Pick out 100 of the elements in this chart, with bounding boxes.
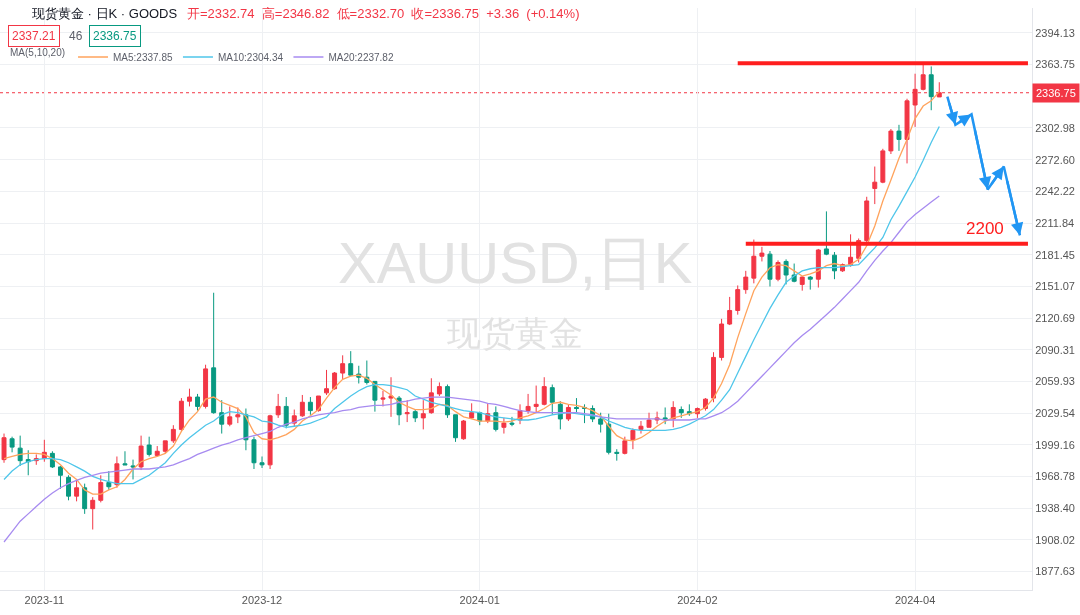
candlestick [146,436,152,457]
annotation: 2337.21 [12,29,56,43]
y-tick-label: 1938.40 [1035,502,1075,515]
x-tick-label: 2023-11 [24,594,65,607]
candlestick [743,270,749,295]
candlestick [928,65,934,111]
y-tick-label: 2394.13 [1035,26,1075,39]
candlestick [920,62,926,91]
candlestick [299,394,305,418]
annotation: 2200 [966,219,1004,238]
candlestick [678,405,684,419]
candlestick [751,239,757,284]
candlestick [525,393,531,415]
candlestick [1,433,7,464]
candlestick [340,354,346,380]
candlestick [211,292,217,415]
candlestick [453,414,459,443]
candlestick [90,496,96,531]
candlestick [178,397,184,432]
x-tick-label: 2023-12 [241,594,283,607]
candlestick [380,390,386,407]
x-tick-label: 2024-01 [459,594,500,607]
y-tick-label: 2242.22 [1035,185,1075,198]
candlestick [227,405,233,427]
y-tick-label: 1999.16 [1035,438,1075,451]
legend-label: MA10:2304.34 [217,51,284,63]
candlestick [880,148,886,184]
candlestick [170,424,176,444]
y-tick-label: 2120.69 [1035,311,1075,324]
candlestick [412,409,418,423]
candlestick [436,381,442,397]
y-tick-label: 2090.31 [1035,343,1075,356]
candlestick [66,474,72,501]
y-tick-label: 1877.63 [1035,565,1075,578]
candlestick [307,396,313,416]
candlestick [130,459,136,480]
candlestick [17,435,23,467]
candlestick [98,474,104,503]
x-tick-label: 2024-02 [677,594,718,607]
annotation: 46 [69,29,83,43]
y-tick-label: 2363.75 [1035,58,1075,71]
candlestick [469,402,475,420]
legend-label: MA20:2237.82 [328,51,394,63]
candlestick [759,246,765,262]
candlestick [251,436,257,470]
candlestick [767,250,773,287]
candlestick [541,376,547,406]
candlestick [662,406,668,425]
candlestick [162,440,168,454]
candlestick [775,259,781,282]
candlestick [727,296,733,326]
candlestick [388,376,394,418]
legend-title: MA(5,10,20) [10,46,66,58]
ref-line-label: 2336.75 [1036,87,1076,99]
y-tick-label: 1908.02 [1035,533,1075,546]
candlestick [106,470,112,491]
y-tick-label: 2181.45 [1035,248,1075,261]
candlestick [267,414,273,470]
candlestick [573,397,579,414]
candlestick [332,371,338,391]
candlestick [420,399,426,430]
annotation: 2336.75 [93,29,137,43]
candlestick [122,450,128,466]
candlestick [614,448,620,462]
candlestick [195,393,201,412]
legend-label: MA5:2337.85 [113,51,173,63]
y-tick-label: 2272.60 [1035,153,1075,166]
candlestick [404,399,410,423]
chart-subtitle: 开=2332.74 高=2346.82 低=2332.70 收=2336.75 +3.36 (+0.14%) [187,6,580,21]
candlestick [686,403,692,417]
y-tick-label: 2302.98 [1035,121,1075,134]
candlestick [275,393,281,419]
candlestick [283,396,289,429]
y-tick-label: 2151.07 [1035,280,1075,293]
chart-title: 现货黄金 · 日K · GOODS [32,6,178,21]
candlestick [25,449,31,476]
candlestick [324,369,330,396]
candlestick [799,275,805,292]
candlestick [606,413,612,455]
candlestick [533,385,539,414]
y-tick-label: 1968.78 [1035,470,1075,483]
candlestick [783,258,789,285]
candlestick [138,435,144,471]
candlestick [807,276,813,291]
candlestick [186,388,192,407]
y-tick-label: 2059.93 [1035,375,1075,388]
candlestick [630,427,636,450]
candlestick [888,128,894,155]
candlestick [461,419,467,441]
candlestick [719,318,725,362]
candlestick [57,465,63,490]
candlestick [74,478,80,502]
candlestick [735,284,741,316]
candlestick [823,210,829,256]
candlestick [509,416,515,427]
candlestick [82,483,88,515]
candlestick [638,420,644,435]
candlestick [565,403,571,422]
y-tick-label: 2211.84 [1035,216,1075,229]
candlestick [711,351,717,403]
